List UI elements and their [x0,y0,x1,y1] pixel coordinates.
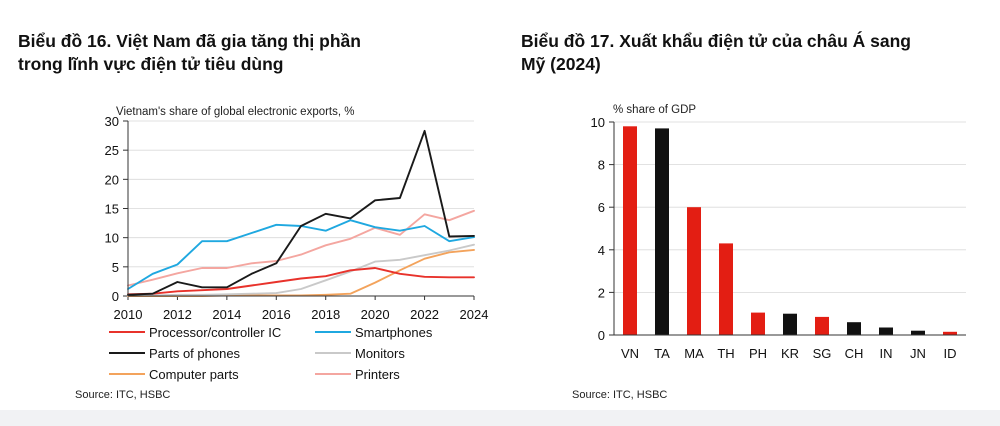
line-chart-y-tick-label-30: 30 [105,114,119,129]
line-chart-y-tick-label-25: 25 [105,143,119,158]
chart-title-right: Biểu đồ 17. Xuất khẩu điện tử của châu Á… [521,30,991,76]
legend-item-computer-parts: Computer parts [109,367,239,382]
line-chart-y-tick-label-15: 15 [105,202,119,217]
line-chart-y-ticks: 0 5 10 15 20 25 30 [105,114,128,304]
chart-title-left: Biểu đồ 16. Việt Nam đã gia tăng thị phầ… [18,30,478,76]
line-chart-series-group [127,129,475,297]
line-chart-x-tick-label-2018: 2018 [311,307,340,322]
line-chart-y-tick-label-20: 20 [105,172,119,187]
chart-panel-right: Biểu đồ 17. Xuất khẩu điện tử của châu Á… [500,0,1000,410]
bar-chart-x-tick-label-ch: CH [845,346,864,361]
bar-chart-x-tick-label-jn: JN [910,346,926,361]
line-chart-grid [128,120,474,297]
line-chart-y-tick-label-0: 0 [112,289,119,304]
legend-label-parts-of-phones: Parts of phones [149,346,241,361]
legend-item-smartphones: Smartphones [315,325,433,340]
bar-chart-bars [623,126,957,335]
legend-item-parts-of-phones: Parts of phones [109,346,241,361]
bar-chart-y-tick-label-0: 0 [598,328,605,343]
bar-ph [751,312,765,335]
line-chart-y-tick-label-10: 10 [105,231,119,246]
bar-chart-x-tick-label-id: ID [944,346,957,361]
chart-title-left-line2: trong lĩnh vực điện tử tiêu dùng [18,54,284,74]
line-chart-x-tick-label-2010: 2010 [114,307,143,322]
bar-kr [783,313,797,335]
series-line-processor-controller-ic [127,267,475,296]
line-chart-axes [127,121,474,297]
chart-title-right-line2: Mỹ (2024) [521,54,601,74]
line-chart-y-axis-label: Vietnam's share of global electronic exp… [116,106,355,118]
bar-in [879,327,893,335]
bar-chart-x-tick-label-kr: KR [781,346,799,361]
bar-chart-y-tick-label-6: 6 [598,200,605,215]
series-line-monitors [127,243,475,297]
bar-id [943,331,957,335]
line-chart-x-tick-label-2016: 2016 [262,307,291,322]
series-line-printers [127,209,475,287]
bar-chart-y-ticks: 0 2 4 6 8 10 [591,115,614,343]
line-chart-x-ticks: 2010 2012 2014 2016 2018 2020 2022 2024 [114,296,489,322]
bar-ma [687,207,701,335]
legend-item-monitors: Monitors [315,346,405,361]
line-chart-x-tick-label-2012: 2012 [163,307,192,322]
legend-label-computer-parts: Computer parts [149,367,239,382]
source-note-right: Source: ITC, HSBC [572,389,668,401]
line-chart-y-tick-label-5: 5 [112,260,119,275]
bar-chart-x-tick-label-in: IN [880,346,893,361]
line-chart: 0 5 10 15 20 25 30 2010 2012 2014 2016 2018 2020 202… [105,106,489,382]
chart-title-left-line1: Biểu đồ 16. Việt Nam đã gia tăng thị phầ… [18,31,361,51]
bar-sg [815,316,829,335]
bar-chart-y-tick-label-2: 2 [598,285,605,300]
legend-item-printers: Printers [315,367,400,382]
bar-chart-x-tick-label-ta: TA [654,346,670,361]
chart-title-right-line1: Biểu đồ 17. Xuất khẩu điện tử của châu Á… [521,31,911,51]
chart-panel-left: Biểu đồ 16. Việt Nam đã gia tăng thị phầ… [0,0,500,410]
bar-chart-x-tick-label-ph: PH [749,346,767,361]
line-chart-x-tick-label-2020: 2020 [361,307,390,322]
bar-chart-y-tick-label-8: 8 [598,158,605,173]
legend-label-processor-controller-ic: Processor/controller IC [149,325,281,340]
bar-chart-x-ticks: VN TA MA TH PH KR SG CH IN JN ID [621,346,957,361]
legend-label-printers: Printers [355,367,400,382]
legend-label-monitors: Monitors [355,346,405,361]
bar-ch [847,322,861,335]
bar-th [719,243,733,335]
bar-chart-y-tick-label-10: 10 [591,115,605,130]
source-note-left: Source: ITC, HSBC [75,389,171,401]
line-chart-x-tick-label-2024: 2024 [460,307,489,322]
line-chart-x-tick-label-2014: 2014 [212,307,241,322]
bar-ta [655,128,669,335]
legend-label-smartphones: Smartphones [355,325,433,340]
bar-chart-y-tick-label-4: 4 [598,243,605,258]
bar-chart-x-tick-label-sg: SG [813,346,832,361]
bar-chart-x-tick-label-vn: VN [621,346,639,361]
line-chart-legend: Processor/controller IC Smartphones Parts … [109,325,433,382]
line-chart-x-tick-label-2022: 2022 [410,307,439,322]
bar-vn [623,126,637,335]
bar-chart-x-tick-label-ma: MA [684,346,704,361]
bar-chart: 0 2 4 6 8 10 VN TA MA TH PH KR SG CH IN JN ID % share o… [591,104,966,361]
bar-jn [911,330,925,335]
bar-chart-x-tick-label-th: TH [717,346,734,361]
bar-chart-axes [613,122,966,336]
series-line-parts-of-phones [127,129,475,296]
bottom-band [0,410,1000,426]
bar-chart-y-axis-label: % share of GDP [613,104,696,116]
legend-item-processor-controller-ic: Processor/controller IC [109,325,281,340]
